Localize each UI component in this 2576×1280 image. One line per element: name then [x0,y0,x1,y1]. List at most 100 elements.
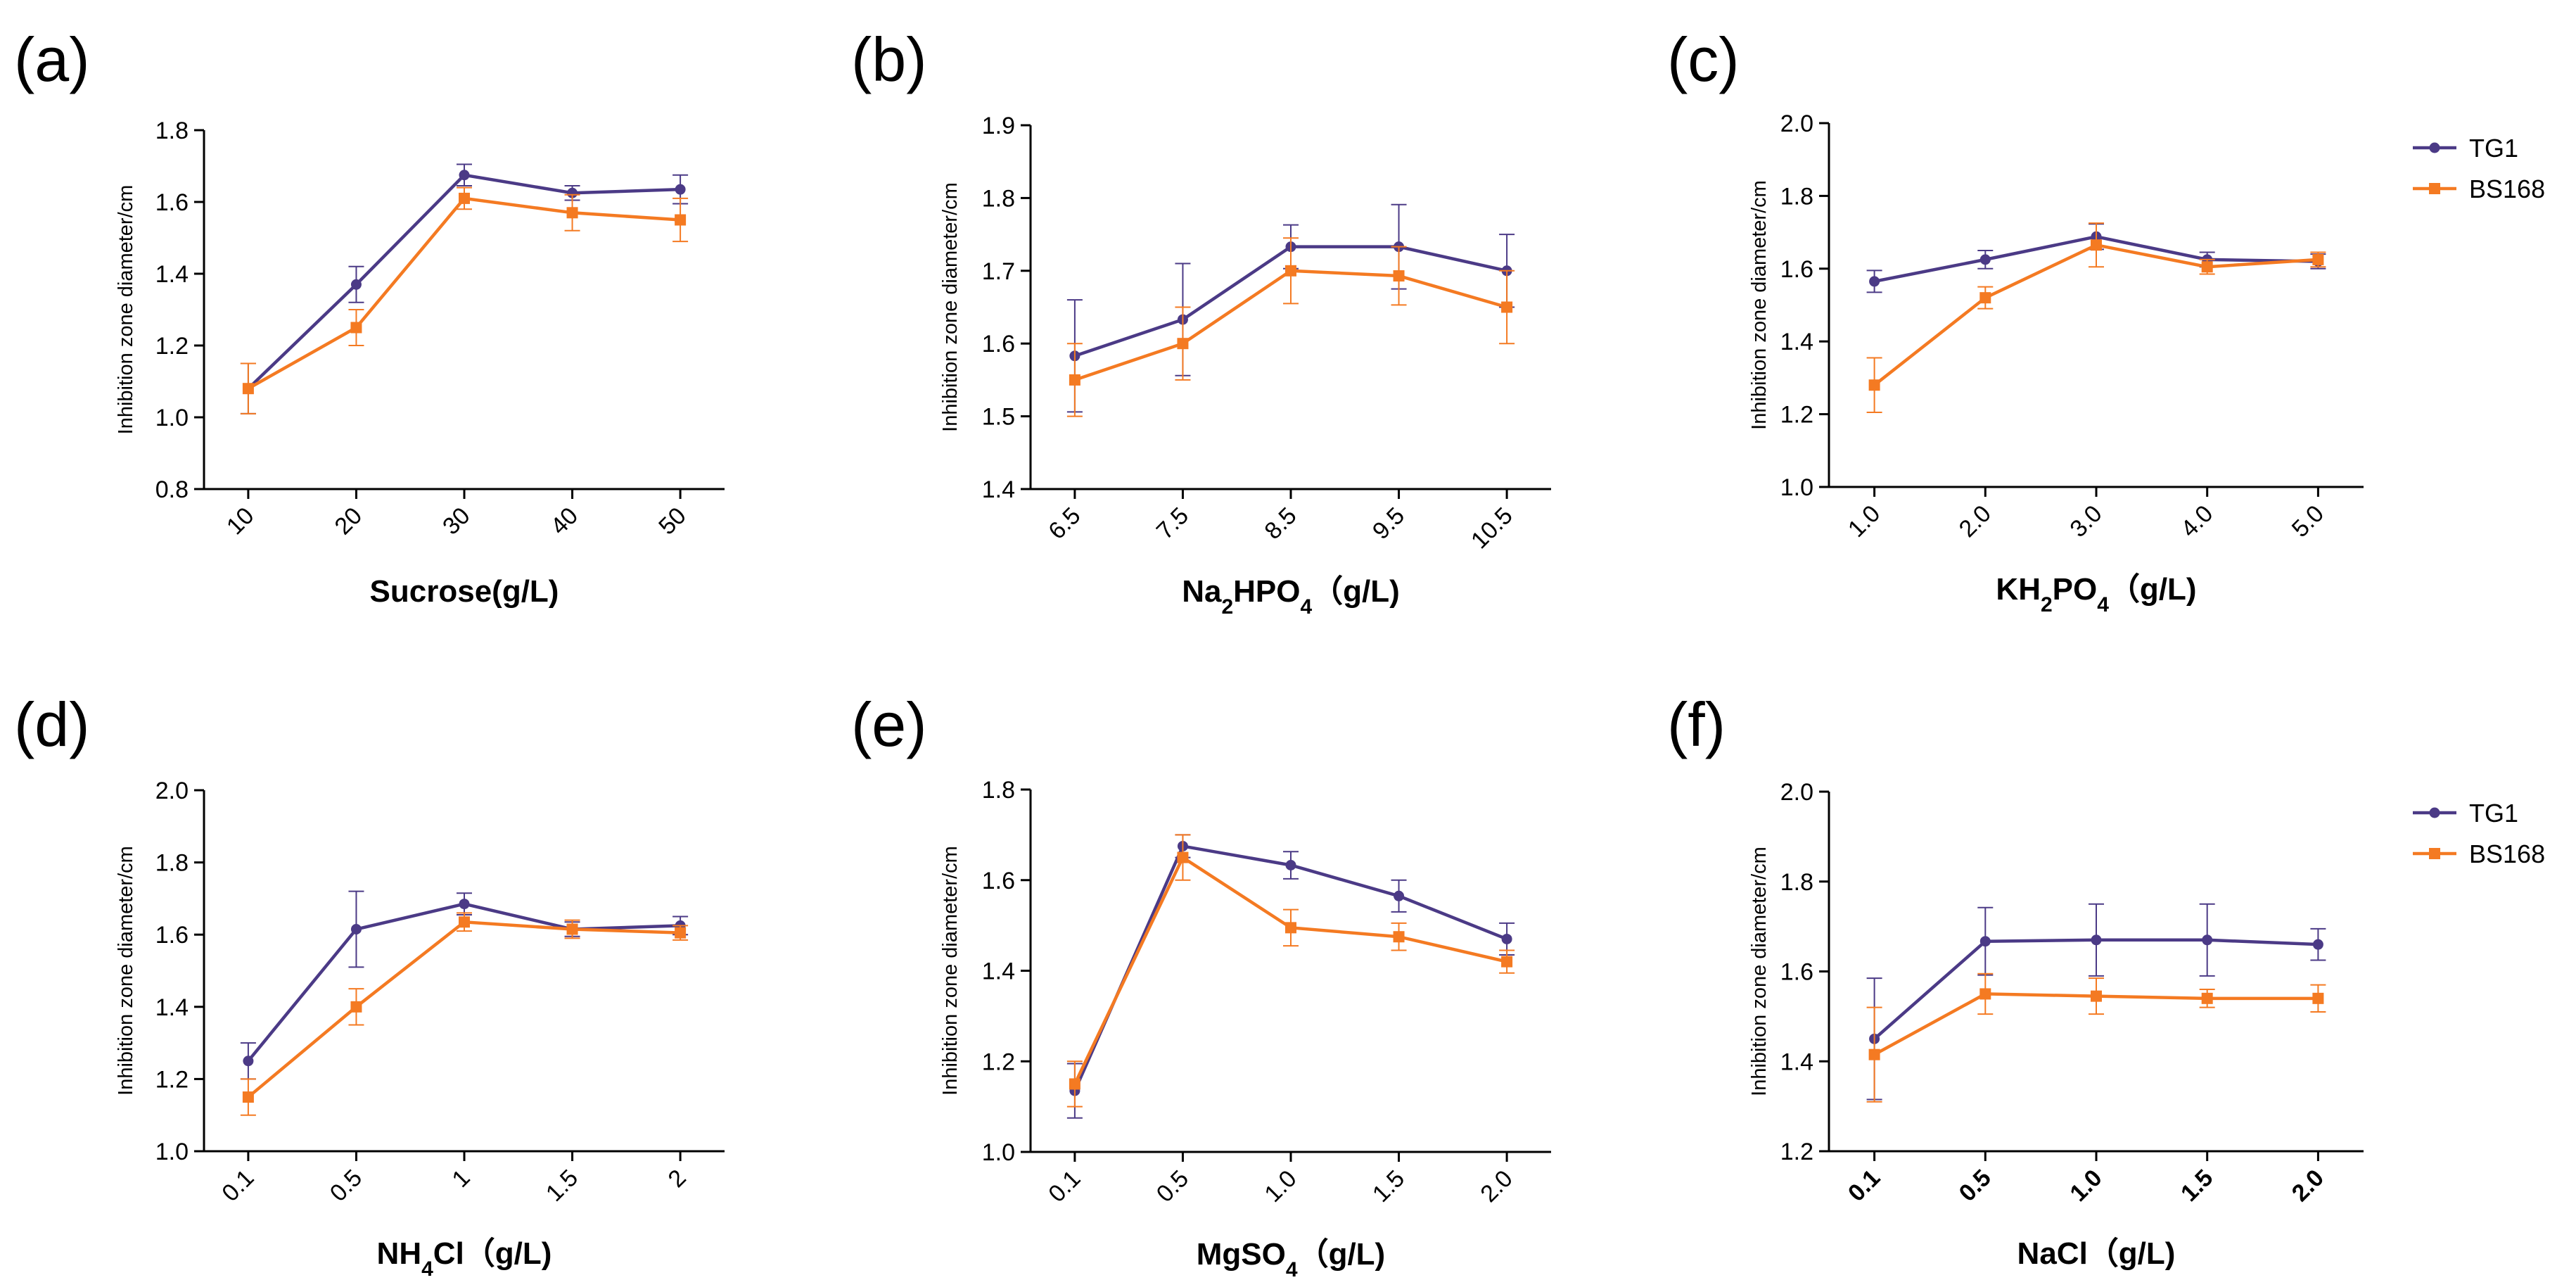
y-tick-label: 1.6 [1780,959,1813,986]
y-axis-label: Inhibition zone diameter/cm [115,185,137,435]
x-tick-label: 2.0 [2287,1165,2329,1207]
x-axis-label: Na2HPO4（g/L) [1182,574,1400,619]
x-tick-label: 5.0 [2287,500,2329,543]
x-axis-label-subscript: 2 [1221,595,1233,619]
x-axis-label-part: MgSO [1197,1237,1286,1272]
series-bs168 [240,912,689,1116]
y-tick-label: 1.8 [1780,869,1813,896]
data-point [566,923,578,935]
data-point [2091,239,2102,251]
x-tick-label: 1.0 [2065,1165,2107,1207]
data-point [675,184,686,195]
data-point [2312,992,2324,1004]
x-tick-label: 0.1 [1843,1165,1885,1207]
y-axis-label: Inhibition zone diameter/cm [939,846,962,1096]
y-tick-label: 2.0 [155,778,189,804]
y-tick-label: 1.4 [982,958,1015,985]
x-tick-label: 0.5 [1152,1165,1194,1208]
x-tick-label: 1.0 [1843,500,1885,543]
series-tg1 [1066,834,1515,1119]
x-tick-label: 6.5 [1043,502,1085,545]
legend-marker [2429,142,2440,153]
data-point [1501,933,1512,944]
x-tick-label: 1.5 [541,1165,583,1207]
legend-marker [2429,848,2440,859]
y-axis-label: Inhibition zone diameter/cm [939,182,962,432]
y-tick-label: 1.0 [155,405,189,431]
series-bs168 [240,186,689,414]
x-axis-label-subscript: 4 [1300,595,1312,619]
chart-panel-c: (c) 1.0 1.2 1.4 1.6 1.8 2.0 1.0 2.0 3.0 4.0 5.0 Inhi… [1667,25,2545,616]
legend-marker [2429,183,2440,194]
x-axis-label-subscript: 4 [2097,593,2109,616]
data-point [1393,270,1405,282]
data-point [1501,301,1513,313]
data-point [459,192,470,204]
panel-letter: (c) [1667,25,1740,94]
data-point [2201,992,2213,1004]
x-tick-label: 9.5 [1367,502,1410,545]
y-tick-label: 1.6 [982,868,1015,894]
x-tick-label: 0.5 [1954,1165,1996,1207]
x-tick-label: 1 [447,1165,475,1193]
data-point [350,322,362,334]
data-point [1069,1078,1080,1090]
data-point [1868,1048,1880,1060]
series-bs168 [1866,972,2326,1103]
data-point [1177,338,1189,350]
chart-panel-d: (d) 1.0 1.2 1.4 1.6 1.8 2.0 0.1 0.5 1 1.5 2 Inhibiti… [14,690,725,1280]
data-point [675,927,687,939]
x-tick-label: 50 [653,502,691,540]
x-axis-label: KH2PO4（g/L) [1996,572,2196,616]
x-tick-label: 1.5 [2176,1165,2218,1207]
panel-letter: (d) [14,690,90,759]
x-tick-label: 7.5 [1152,502,1194,545]
data-point [459,916,470,928]
data-point [2202,934,2213,946]
y-tick-label: 2.0 [1780,110,1813,137]
chart-panel-a: (a) 0.8 1.0 1.2 1.4 1.6 1.8 10 20 30 40 50 Inhibitio… [14,25,725,609]
data-point [1394,890,1405,901]
y-tick-label: 1.6 [1780,256,1813,283]
data-point [1285,860,1296,871]
y-tick-label: 1.2 [1780,402,1813,429]
y-tick-label: 1.4 [982,476,1015,503]
data-point [1868,379,1880,391]
x-axis-label-subscript: 2 [2041,593,2053,616]
data-point [1979,936,1991,947]
data-point [566,207,578,219]
y-tick-label: 1.6 [982,331,1015,357]
series-line [247,920,681,1098]
x-tick-label: 20 [329,502,367,540]
y-tick-label: 1.4 [155,994,189,1021]
series-line [1073,855,1507,1085]
data-point [1979,988,1991,1000]
series-bs168 [1866,222,2326,414]
data-point [1869,276,1880,287]
y-tick-label: 1.6 [155,922,189,949]
data-point [1501,956,1513,968]
legend-label: BS168 [2469,839,2545,868]
series-line [247,196,681,391]
data-point [242,1091,254,1103]
data-point [350,279,362,290]
y-tick-label: 1.7 [982,258,1015,285]
y-tick-label: 1.2 [155,1066,189,1093]
data-point [242,383,254,395]
data-point [459,899,470,910]
data-point [2312,939,2323,950]
x-axis-label-part: NH [377,1236,422,1271]
x-tick-label: 30 [438,502,476,540]
x-axis-label-subscript: 4 [1286,1258,1298,1280]
data-point [1285,922,1296,934]
x-axis-label: Sucrose(g/L) [370,574,559,609]
x-axis-label-part: HPO [1233,574,1300,609]
x-tick-label: 2 [663,1165,691,1193]
y-tick-label: 1.8 [155,118,189,144]
x-tick-label: 1.0 [1259,1165,1301,1208]
y-tick-label: 2.0 [1780,779,1813,806]
panel-letter: (b) [851,25,927,94]
data-point [1393,931,1405,943]
legend-label: TG1 [2469,799,2518,828]
panel-letter: (f) [1667,690,1726,759]
